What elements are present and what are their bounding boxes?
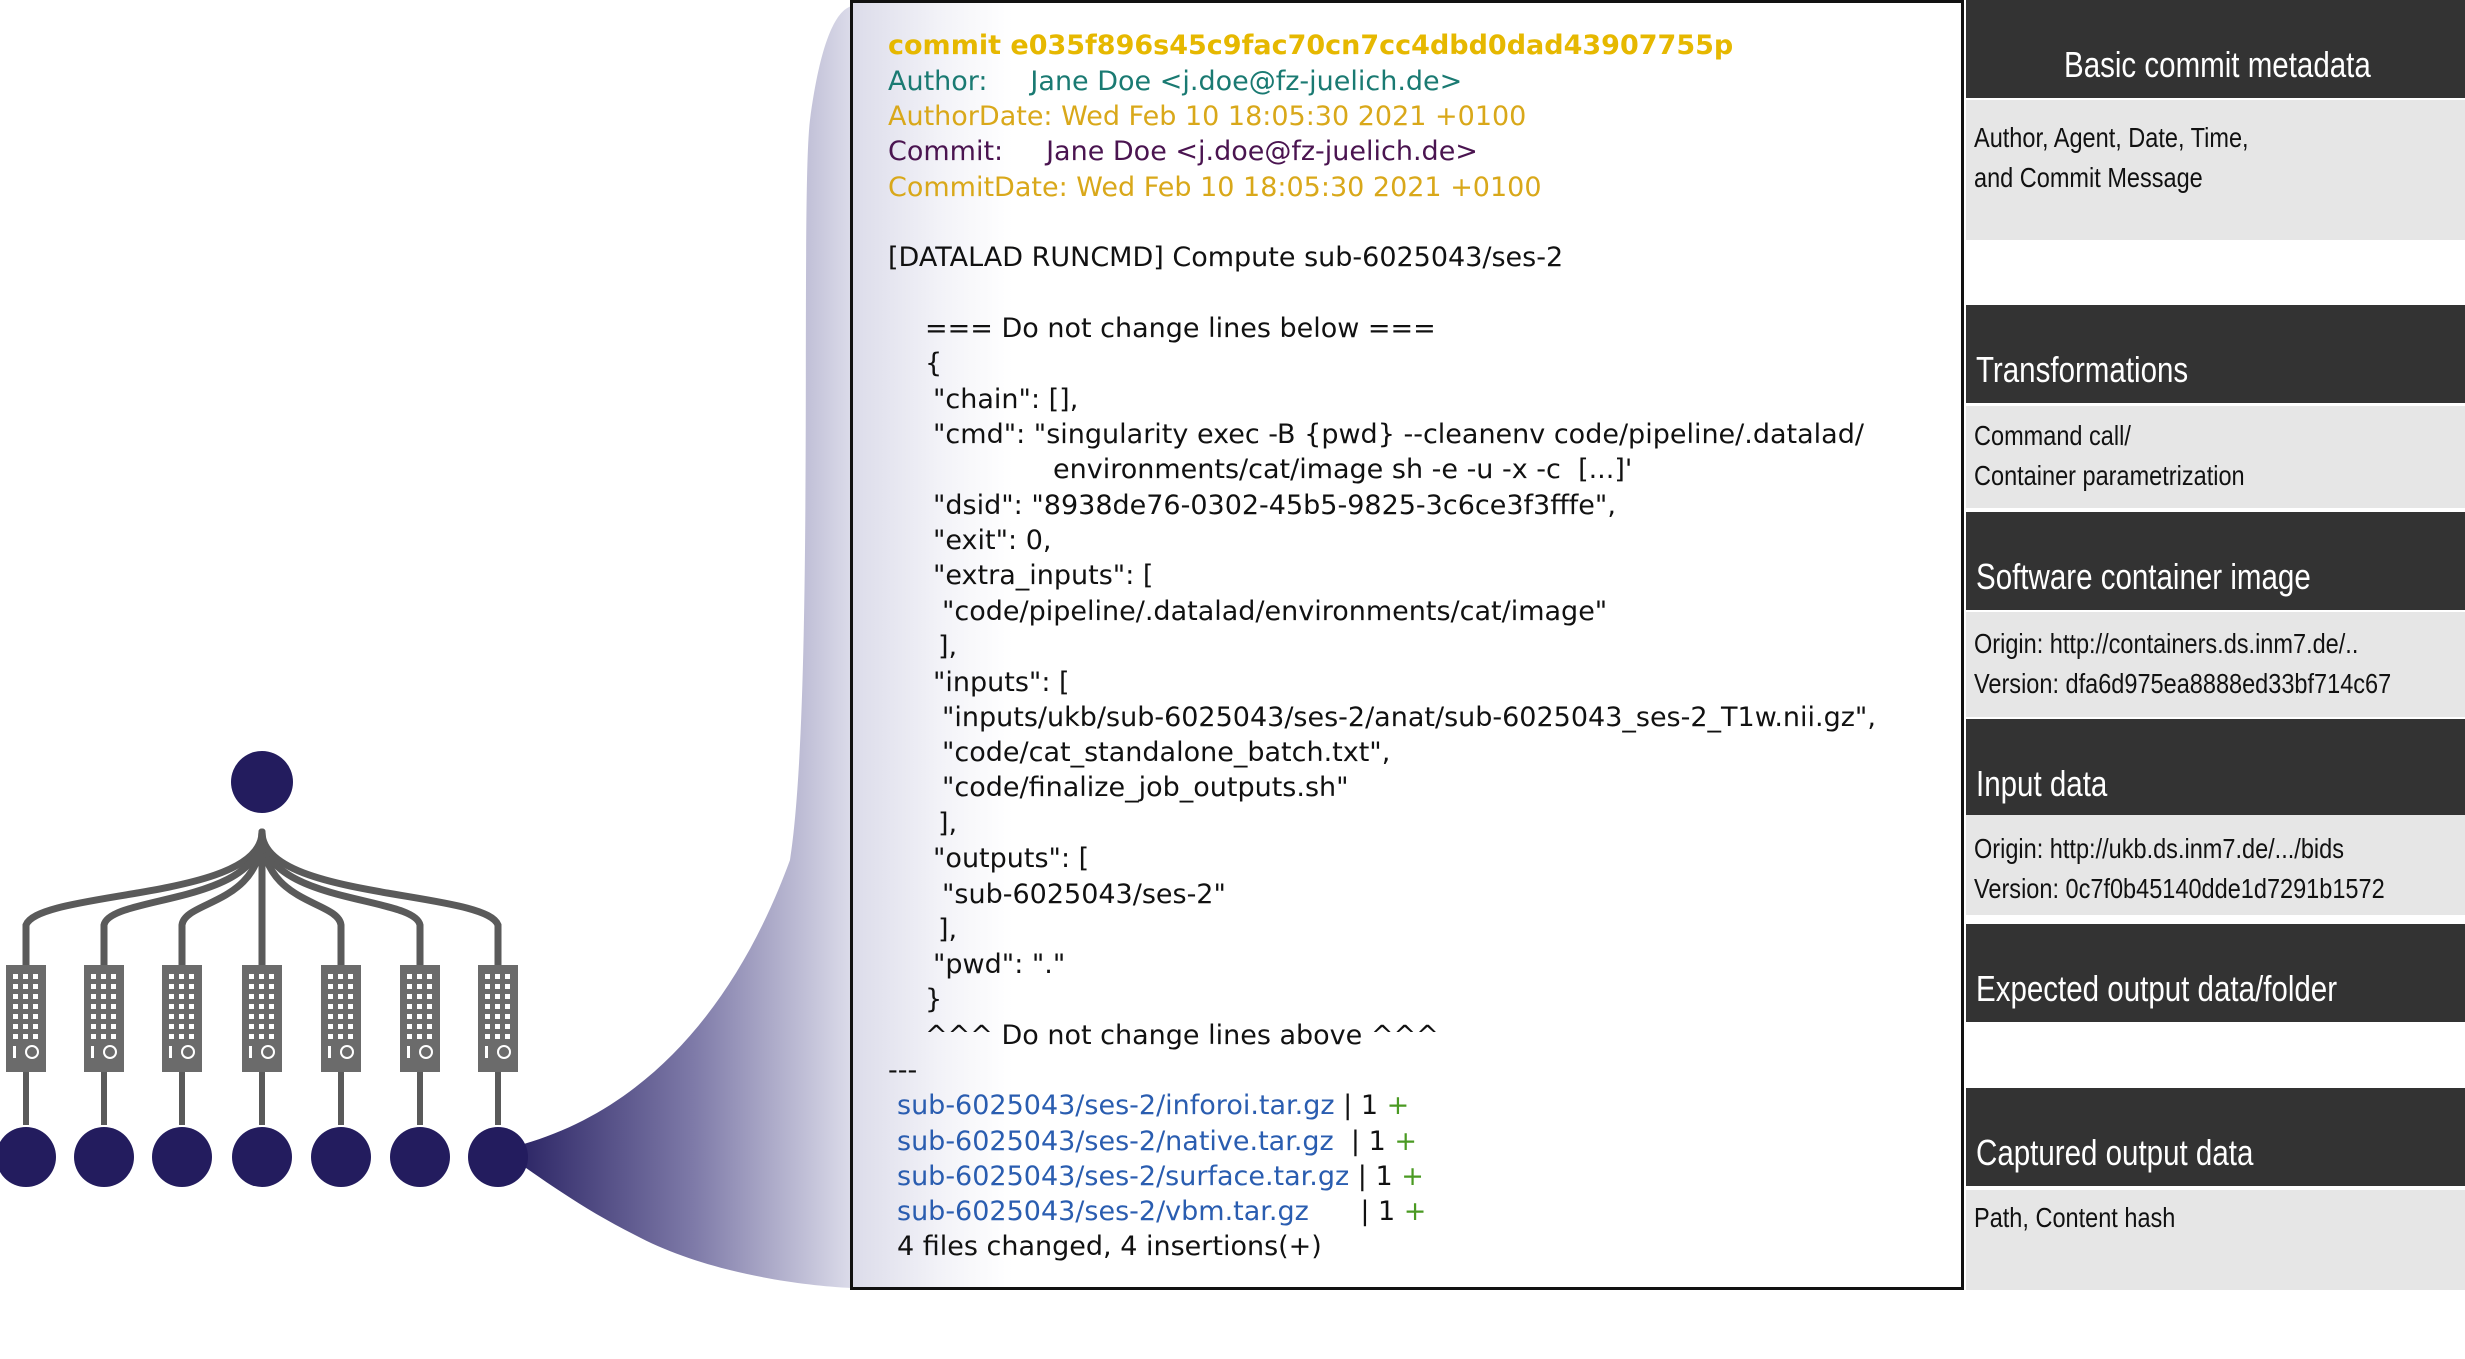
commit-subject: [DATALAD RUNCMD] Compute sub-6025043/ses… [888,242,1564,273]
commit-record-line: "code/finalize_job_outputs.sh" [942,772,1349,803]
commit-record-line: { [925,348,943,379]
changed-file-count: | 1 [1308,1196,1404,1227]
section-captured-output-body: Path, Content hash [1966,1190,2465,1290]
commit-record-line: ^^^ Do not change lines above ^^^ [925,1020,1439,1051]
changed-file-row: sub-6025043/ses-2/surface.tar.gz | 1 + [897,1160,1424,1194]
author-date-line: AuthorDate: Wed Feb 10 18:05:30 2021 +01… [888,101,1527,132]
commit-record-line: "sub-6025043/ses-2" [942,879,1226,910]
result-node [232,1127,292,1187]
changed-file-path: sub-6025043/ses-2/vbm.tar.gz [897,1196,1309,1227]
server-icon [400,965,440,1072]
commit-log-panel: commit e035f896s45c9fac70cn7cc4dbd0dad43… [850,0,1964,1290]
changed-file-count: | 1 [1334,1090,1387,1121]
commit-summary: 4 files changed, 4 insertions(+) [897,1231,1322,1262]
section-title: Transformations [1976,349,2189,390]
changed-file-count: | 1 [1333,1126,1395,1157]
author-line: Author: Jane Doe <j.doe@fz-juelich.de> [888,66,1463,97]
section-basic-metadata-body: Author, Agent, Date, Time, and Commit Mes… [1966,100,2465,240]
commit-record-line: "dsid": "8938de76-0302-45b5-9825-3c6ce3f… [933,490,1616,521]
section-detail-line: Path, Content hash [1974,1202,2176,1233]
commit-fan-connector [500,6,852,1288]
root-node [231,751,293,813]
result-edges [23,1072,501,1125]
changed-file-path: sub-6025043/ses-2/native.tar.gz [897,1126,1334,1157]
commit-record-line: --- [888,1055,918,1086]
commit-record-line: "pwd": "." [933,949,1066,980]
changed-file-path: sub-6025043/ses-2/inforoi.tar.gz [897,1090,1335,1121]
changed-file-row: sub-6025043/ses-2/native.tar.gz | 1 + [897,1125,1417,1159]
commit-record-line: "inputs": [ [933,667,1070,698]
server-icon [321,965,361,1072]
commit-record-line: "inputs/ukb/sub-6025043/ses-2/anat/sub-6… [942,702,1876,733]
changed-file-plus: + [1403,1196,1427,1227]
edge-root-server-7 [258,828,502,969]
server-icon [478,965,518,1072]
commit-record-line: "cmd": "singularity exec -B {pwd} --clea… [933,419,1864,450]
commit-date-line: CommitDate: Wed Feb 10 18:05:30 2021 +01… [888,172,1542,203]
edge-root-server-3 [178,828,266,969]
edge-root-server-1 [22,828,266,969]
commit-record-line: environments/cat/image sh -e -u -x -c [.… [1053,454,1633,485]
commit-record-line: ], [938,914,958,945]
server-icon [242,965,282,1072]
section-detail-line: Origin: http://containers.ds.inm7.de/.. [1974,628,2359,659]
section-captured-output-header: Captured output data [1966,1088,2465,1186]
section-detail-line: and Commit Message [1974,162,2203,193]
section-title: Captured output data [1976,1132,2254,1173]
changed-file-path: sub-6025043/ses-2/surface.tar.gz [897,1161,1350,1192]
commit-record-line: "code/pipeline/.datalad/environments/cat… [942,596,1608,627]
section-detail-line: Container parametrization [1974,460,2245,491]
result-node [468,1127,528,1187]
commit-record-line: "extra_inputs": [ [933,560,1154,591]
section-transformations-header: Transformations [1966,305,2465,403]
section-expected-output-header: Expected output data/folder [1966,924,2465,1022]
changed-file-plus: + [1386,1090,1410,1121]
commit-record-line: "code/cat_standalone_batch.txt", [942,737,1391,768]
server-group [6,965,518,1072]
server-icon [6,965,46,1072]
section-detail-line: Version: dfa6d975ea8888ed33bf714c67 [1974,668,2392,699]
result-node [311,1127,371,1187]
result-node-group [0,1127,528,1187]
committer-line: Commit: Jane Doe <j.doe@fz-juelich.de> [888,136,1478,167]
commit-record-line: } [925,984,943,1015]
commit-record-line: === Do not change lines below === [925,313,1436,344]
commit-record-line: "chain": [], [933,384,1079,415]
section-input-data-header: Input data [1966,719,2465,817]
changed-file-count: | 1 [1349,1161,1402,1192]
section-transformations-body: Command call/Container parametrization [1966,406,2465,508]
commit-record-line: ], [938,808,958,839]
result-node [0,1127,56,1187]
result-node [74,1127,134,1187]
changed-file-row: sub-6025043/ses-2/vbm.tar.gz | 1 + [897,1195,1426,1229]
commit-record-line: "outputs": [ [933,843,1090,874]
changed-file-row: sub-6025043/ses-2/inforoi.tar.gz | 1 + [897,1089,1409,1123]
commit-record-line: ], [938,631,958,662]
section-title: Expected output data/folder [1976,968,2338,1009]
section-title: Software container image [1976,556,2311,597]
edge-root-server-6 [258,828,424,969]
edge-root-server-2 [100,828,266,969]
result-node [390,1127,450,1187]
commit-hash: commit e035f896s45c9fac70cn7cc4dbd0dad43… [888,30,1734,61]
section-title: Basic commit metadata [2064,44,2371,85]
section-detail-line: Version: 0c7f0b45140dde1d7291b1572 [1974,873,2385,904]
section-title: Input data [1976,763,2108,804]
server-icon [162,965,202,1072]
section-input-data-body: Origin: http://ukb.ds.inm7.de/.../bids Ve… [1966,815,2465,915]
commit-record-line: "exit": 0, [933,525,1052,556]
section-detail-line: Origin: http://ukb.ds.inm7.de/.../bids [1974,833,2344,864]
changed-file-plus: + [1394,1126,1417,1157]
section-basic-metadata-header: Basic commit metadata [1966,0,2465,98]
server-icon [84,965,124,1072]
section-detail-line: Command call/ [1974,420,2131,451]
root-edges [22,828,502,969]
changed-file-plus: + [1401,1161,1424,1192]
result-node [152,1127,212,1187]
section-detail-line: Author, Agent, Date, Time, [1974,122,2249,153]
section-container-image-header: Software container image [1966,512,2465,610]
section-container-image-body: Origin: http://containers.ds.inm7.de/.. V… [1966,612,2465,717]
